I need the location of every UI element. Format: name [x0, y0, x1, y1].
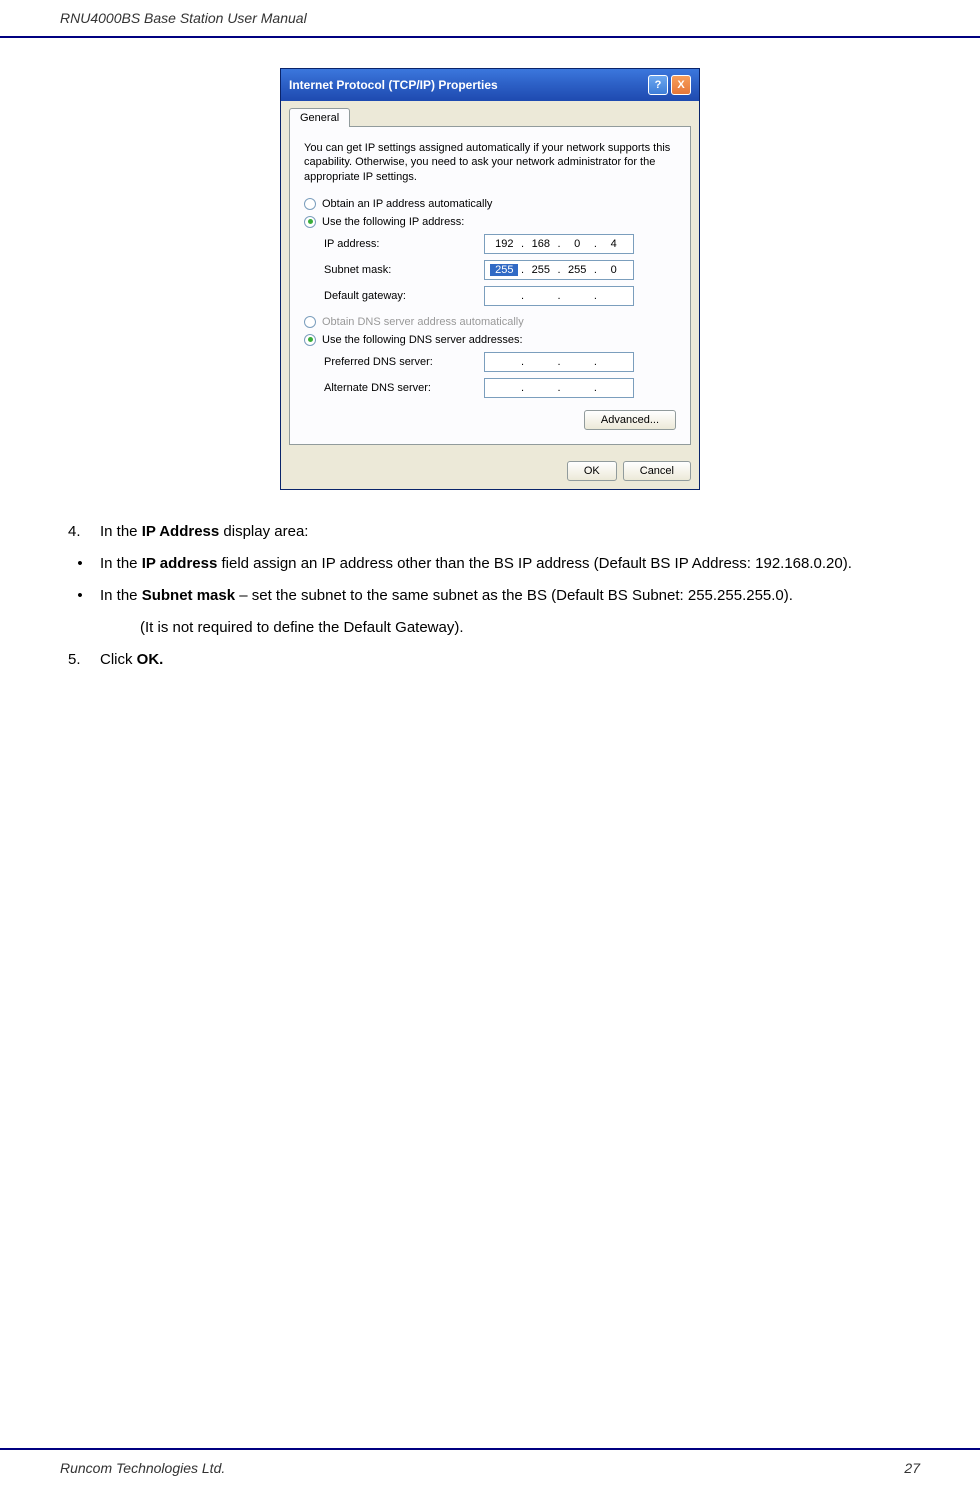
gateway-note: (It is not required to define the Defaul… [60, 616, 920, 640]
radio-selected-icon [304, 334, 316, 346]
help-button[interactable]: ? [648, 75, 668, 95]
footer-page: 27 [904, 1460, 920, 1476]
dialog-description: You can get IP settings assigned automat… [304, 141, 676, 184]
subnet-row: Subnet mask: 255. 255. 255. 0 [324, 260, 676, 280]
radio-icon [304, 316, 316, 328]
step-4: 4. In the IP Address display area: [60, 520, 920, 544]
radio-use-ip-row[interactable]: Use the following IP address: [304, 216, 676, 228]
step-4-text: In the IP Address display area: [100, 520, 308, 544]
bullet-icon: • [60, 584, 100, 608]
cancel-button[interactable]: Cancel [623, 461, 691, 481]
tcpip-dialog: Internet Protocol (TCP/IP) Properties ? … [280, 68, 700, 490]
subnet-seg-3: 255 [563, 264, 591, 276]
radio-auto-ip-label: Obtain an IP address automatically [322, 198, 492, 210]
tab-panel: You can get IP settings assigned automat… [289, 126, 691, 445]
bullet-icon: • [60, 552, 100, 576]
radio-auto-dns-row: Obtain DNS server address automatically [304, 316, 676, 328]
step-number: 5. [60, 648, 100, 672]
ip-address-row: IP address: 192. 168. 0. 4 [324, 234, 676, 254]
bullet-1: • In the IP address field assign an IP a… [60, 552, 920, 576]
pref-dns-input[interactable]: . . . [484, 352, 634, 372]
step-5: 5. Click OK. [60, 648, 920, 672]
subnet-label: Subnet mask: [324, 264, 484, 276]
ip-seg-3: 0 [563, 238, 591, 250]
bullet-2: • In the Subnet mask – set the subnet to… [60, 584, 920, 608]
alt-dns-input[interactable]: . . . [484, 378, 634, 398]
gateway-label: Default gateway: [324, 290, 484, 302]
subnet-seg-1: 255 [490, 264, 518, 276]
bullet-2-text: In the Subnet mask – set the subnet to t… [100, 584, 793, 608]
page-header: RNU4000BS Base Station User Manual [0, 0, 980, 38]
dialog-buttons: OK Cancel [281, 453, 699, 489]
step-5-text: Click OK. [100, 648, 163, 672]
ip-seg-2: 168 [527, 238, 555, 250]
ok-button[interactable]: OK [567, 461, 617, 481]
subnet-seg-4: 0 [600, 264, 628, 276]
alt-dns-label: Alternate DNS server: [324, 382, 484, 394]
radio-auto-dns-label: Obtain DNS server address automatically [322, 316, 524, 328]
titlebar-buttons: ? X [648, 75, 691, 95]
advanced-row: Advanced... [304, 410, 676, 430]
footer-company: Runcom Technologies Ltd. [60, 1460, 225, 1476]
ip-address-label: IP address: [324, 238, 484, 250]
general-tab[interactable]: General [289, 108, 350, 127]
alt-dns-row: Alternate DNS server: . . . [324, 378, 676, 398]
gateway-row: Default gateway: . . . [324, 286, 676, 306]
pref-dns-label: Preferred DNS server: [324, 356, 484, 368]
tab-row: General [281, 101, 699, 126]
subnet-seg-2: 255 [527, 264, 555, 276]
close-button[interactable]: X [671, 75, 691, 95]
header-title: RNU4000BS Base Station User Manual [60, 10, 307, 26]
dialog-title: Internet Protocol (TCP/IP) Properties [289, 78, 498, 92]
page-content: Internet Protocol (TCP/IP) Properties ? … [0, 38, 980, 710]
dialog-container: Internet Protocol (TCP/IP) Properties ? … [60, 68, 920, 490]
pref-dns-row: Preferred DNS server: . . . [324, 352, 676, 372]
ip-seg-1: 192 [490, 238, 518, 250]
dialog-titlebar: Internet Protocol (TCP/IP) Properties ? … [281, 69, 699, 101]
ip-field-group: IP address: 192. 168. 0. 4 Subnet mask: … [324, 234, 676, 306]
radio-auto-ip-row[interactable]: Obtain an IP address automatically [304, 198, 676, 210]
gateway-input[interactable]: . . . [484, 286, 634, 306]
ip-seg-4: 4 [600, 238, 628, 250]
step-number: 4. [60, 520, 100, 544]
ip-address-input[interactable]: 192. 168. 0. 4 [484, 234, 634, 254]
radio-use-dns-row[interactable]: Use the following DNS server addresses: [304, 334, 676, 346]
bullet-1-text: In the IP address field assign an IP add… [100, 552, 852, 576]
instructions: 4. In the IP Address display area: • In … [60, 520, 920, 672]
radio-icon [304, 198, 316, 210]
page-footer: Runcom Technologies Ltd. 27 [0, 1448, 980, 1486]
radio-use-ip-label: Use the following IP address: [322, 216, 464, 228]
radio-selected-icon [304, 216, 316, 228]
subnet-input[interactable]: 255. 255. 255. 0 [484, 260, 634, 280]
advanced-button[interactable]: Advanced... [584, 410, 676, 430]
radio-use-dns-label: Use the following DNS server addresses: [322, 334, 523, 346]
dns-field-group: Preferred DNS server: . . . Alternate DN… [324, 352, 676, 398]
